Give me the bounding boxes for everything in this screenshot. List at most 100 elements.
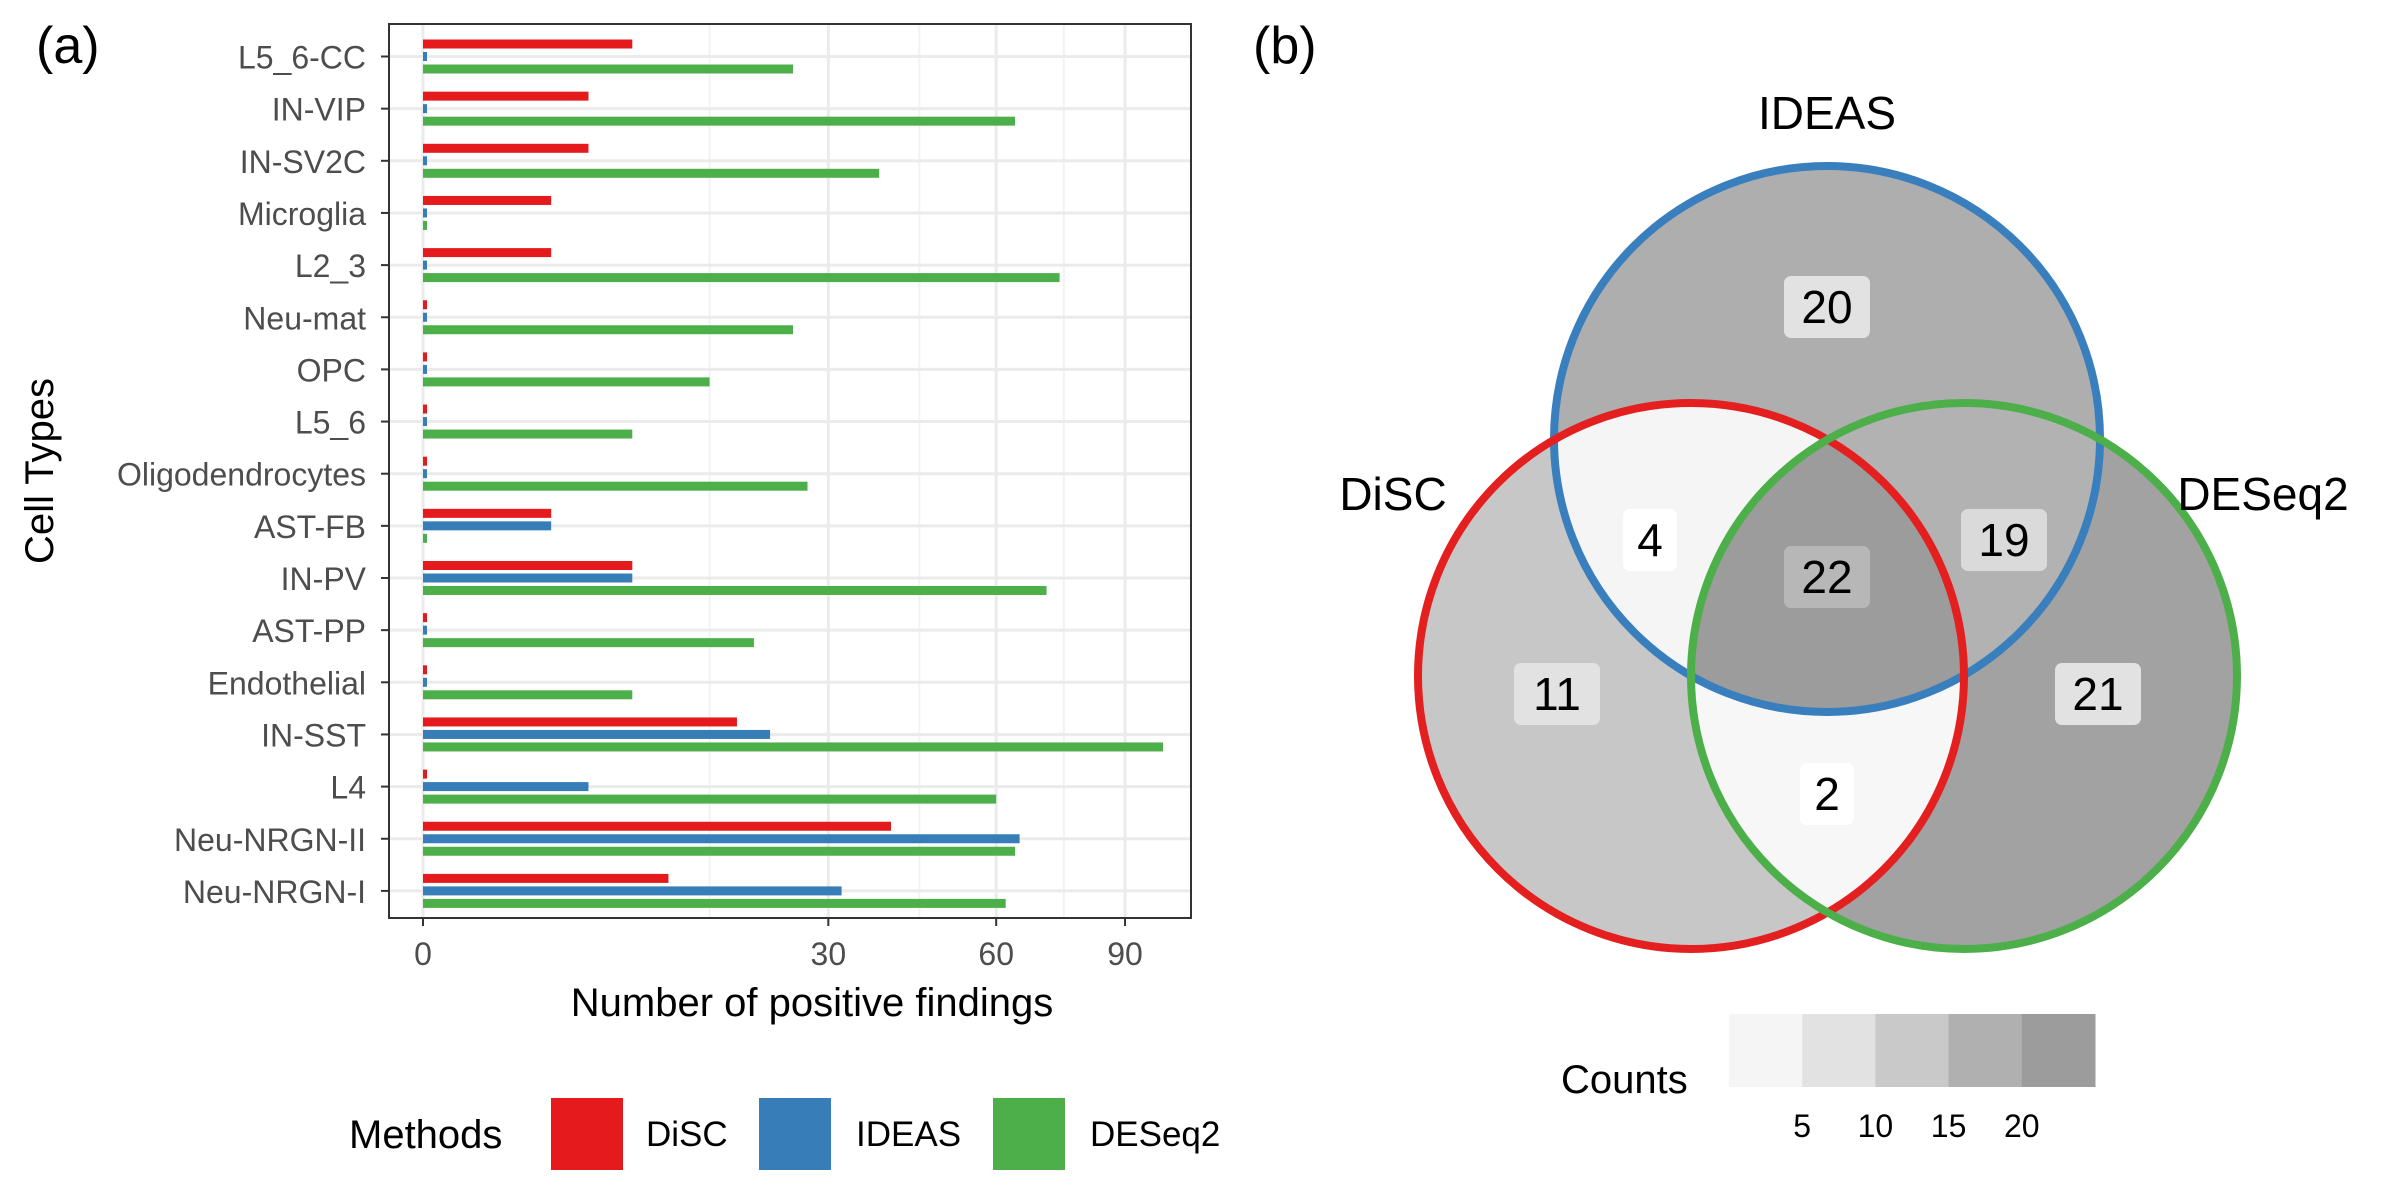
bar-deseq2-neu-nrgn-i: [423, 898, 1006, 908]
legend-key-ideas: [759, 1098, 831, 1170]
legend-label-disc: DiSC: [646, 1115, 728, 1154]
y-tick-label: Neu-NRGN-II: [174, 822, 366, 858]
bar-ideas-l5-6-cc: [423, 52, 427, 61]
y-tick-label: AST-FB: [254, 509, 366, 545]
bar-disc-in-sst: [423, 717, 737, 727]
legend-title: Methods: [349, 1113, 502, 1157]
bar-deseq2-oligodendrocytes: [423, 481, 808, 491]
bar-series: [423, 39, 1163, 908]
y-tick-label: Neu-NRGN-I: [183, 874, 366, 910]
bar-disc-ast-fb: [423, 508, 552, 518]
x-tick-label: 0: [414, 936, 432, 972]
bar-disc-ast-pp: [423, 613, 427, 623]
bar-disc-oligodendrocytes: [423, 456, 427, 466]
colorbar-segment: [1802, 1014, 1876, 1087]
bar-ideas-l5-6: [423, 417, 427, 427]
bar-ideas-neu-nrgn-ii: [423, 834, 1020, 844]
panel-b-label: (b): [1253, 17, 1317, 75]
y-tick-label: Oligodendrocytes: [117, 457, 366, 493]
bar-deseq2-in-pv: [423, 586, 1047, 595]
y-tick-label: L5_6-CC: [238, 40, 366, 76]
bar-disc-in-vip: [423, 91, 589, 101]
y-tick-label: IN-SV2C: [240, 144, 366, 180]
legend-label-ideas: IDEAS: [856, 1115, 961, 1154]
bar-deseq2-endothelial: [423, 690, 633, 700]
venn-count-bg-disc-deseq2: [1800, 763, 1854, 825]
colorbar-segment: [1948, 1014, 2023, 1087]
venn-region-all-fill: [1691, 403, 1964, 712]
bar-ideas-in-sv2c: [423, 156, 427, 166]
counts-legend-title: Counts: [1561, 1058, 1688, 1102]
bar-deseq2-l4: [423, 794, 997, 804]
colorbar-tick-label: 20: [2004, 1108, 2040, 1144]
bar-ideas-l4: [423, 782, 589, 792]
methods-legend: Methods DiSC IDEAS DESeq2: [349, 1098, 1220, 1170]
legend-key-deseq2: [993, 1098, 1065, 1170]
venn-count-disc-ideas-deseq2: 22: [1801, 551, 1852, 603]
colorbar-tick-label: 5: [1793, 1108, 1811, 1144]
bar-disc-endothelial: [423, 665, 427, 675]
y-tick-label: Neu-mat: [243, 300, 366, 336]
bar-ideas-oligodendrocytes: [423, 469, 427, 479]
counts-colorbar-ticks: 5 10 15 20: [1793, 1108, 2039, 1144]
x-tick-label: 90: [1107, 936, 1143, 972]
bar-grid: [389, 24, 1191, 918]
venn-count-deseq2: 21: [2072, 668, 2123, 720]
bar-deseq2-ast-fb: [423, 533, 427, 543]
bar-ideas-ast-fb: [423, 521, 552, 531]
x-axis-title: Number of positive findings: [571, 981, 1053, 1025]
colorbar-segment: [1729, 1014, 1803, 1087]
bar-deseq2-neu-nrgn-ii: [423, 846, 1015, 856]
venn-set-name-ideas: IDEAS: [1758, 87, 1896, 139]
venn-count-bg-disc: [1514, 663, 1600, 725]
bar-disc-neu-nrgn-ii: [423, 821, 892, 831]
venn-count-disc-deseq2: 2: [1814, 768, 1840, 820]
colorbar-tick-label: 10: [1858, 1108, 1894, 1144]
venn-count-ideas: 20: [1801, 281, 1852, 333]
y-tick-label: L4: [330, 770, 366, 806]
venn-count-bg-deseq2: [2055, 663, 2141, 725]
bar-deseq2-l5-6-cc: [423, 64, 793, 74]
bar-deseq2-l2-3: [423, 273, 1060, 283]
venn-circle-deseq2: [1687, 399, 2241, 953]
bar-disc-l2-3: [423, 248, 552, 258]
value-axis: 0 30 60 90: [414, 918, 1143, 972]
venn-circle-disc: [1414, 399, 1968, 953]
bar-deseq2-microglia: [423, 220, 427, 230]
bar-disc-microglia: [423, 195, 552, 205]
bar-chart: L5_6-CC IN-VIP IN-SV2C Microglia L2_3 Neu-mat…: [18, 23, 1192, 1025]
counts-legend: Counts 5 10 15 20: [1561, 1014, 2096, 1144]
venn-set-name-deseq2: DESeq2: [2177, 468, 2348, 520]
y-axis-title: Cell Types: [18, 378, 62, 564]
bar-ideas-in-pv: [423, 573, 633, 583]
venn-count-bg-disc-ideas-deseq2: [1784, 546, 1870, 608]
bar-ideas-in-sst: [423, 729, 771, 739]
y-tick-label: IN-SST: [261, 717, 366, 753]
venn-count-bg-disc-ideas: [1623, 509, 1677, 571]
bar-disc-l5-6: [423, 404, 427, 414]
venn-set-name-disc: DiSC: [1339, 468, 1446, 520]
bar-deseq2-in-sv2c: [423, 168, 880, 178]
x-tick-label: 60: [978, 936, 1014, 972]
y-tick-label: L2_3: [295, 248, 366, 284]
bar-disc-in-pv: [423, 561, 633, 570]
venn-count-bg-ideas: [1784, 276, 1870, 338]
venn-count-bg-ideas-deseq2: [1961, 509, 2047, 571]
category-axis: L5_6-CC IN-VIP IN-SV2C Microglia L2_3 Neu-mat…: [117, 40, 389, 910]
legend-key-disc: [551, 1098, 623, 1170]
y-tick-label: IN-VIP: [272, 92, 366, 128]
bar-ideas-ast-pp: [423, 625, 427, 635]
bar-ideas-neu-mat: [423, 312, 427, 322]
y-tick-label: Endothelial: [208, 665, 366, 701]
bar-deseq2-opc: [423, 377, 710, 387]
y-tick-label: OPC: [297, 352, 366, 388]
bar-ideas-microglia: [423, 208, 427, 218]
colorbar-segment: [1875, 1014, 1950, 1087]
venn-count-ideas-deseq2: 19: [1978, 514, 2029, 566]
bar-ideas-endothelial: [423, 677, 427, 687]
bar-deseq2-in-vip: [423, 116, 1015, 126]
venn-count-disc: 11: [1533, 668, 1581, 720]
bar-disc-opc: [423, 352, 427, 362]
